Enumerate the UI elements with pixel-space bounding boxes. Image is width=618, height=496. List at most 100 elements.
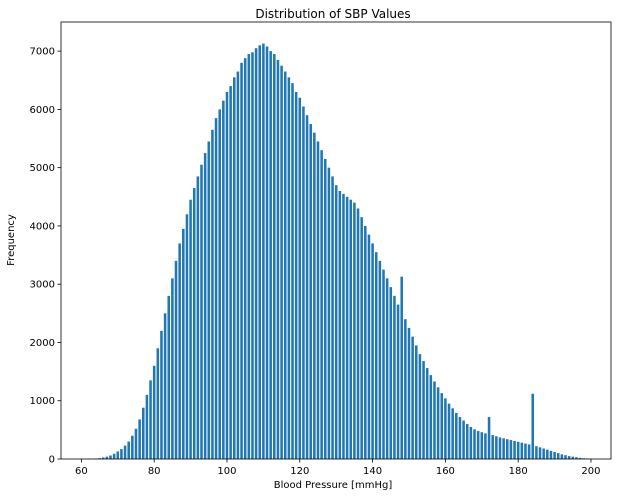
histogram-bar	[567, 456, 571, 459]
x-tick-label: 100	[217, 466, 236, 477]
histogram-bar	[451, 408, 454, 459]
histogram-bar	[469, 426, 473, 459]
histogram-bar	[116, 451, 120, 459]
histogram-bar	[476, 431, 480, 459]
histogram-bar	[542, 448, 545, 459]
histogram-bar	[218, 109, 221, 460]
histogram-bar	[327, 167, 331, 460]
histogram-bar	[98, 458, 101, 459]
histogram-bar	[251, 52, 254, 460]
x-tick-label: 160	[436, 466, 455, 477]
histogram-bar	[185, 214, 189, 459]
histogram-bar	[171, 278, 174, 459]
x-tick-label: 60	[75, 466, 88, 477]
histogram-bar	[564, 455, 567, 459]
x-tick-label: 120	[290, 466, 309, 477]
histogram-bar	[109, 455, 112, 459]
histogram-bar	[196, 176, 200, 459]
histogram-bar	[156, 348, 160, 459]
histogram-bar	[495, 436, 498, 459]
histogram-bar	[455, 412, 458, 459]
histogram-bar	[105, 456, 109, 459]
histogram-bar	[400, 276, 403, 459]
histogram-bar	[378, 260, 382, 459]
histogram-bar	[182, 228, 185, 459]
y-axis-ticks: 0 1000 2000 3000 4000 5000 6000 7000	[30, 47, 61, 466]
histogram-bar	[473, 429, 476, 459]
x-tick-label: 140	[363, 466, 382, 477]
histogram-bar	[225, 91, 229, 460]
histogram-bar	[342, 193, 345, 459]
histogram-bar	[546, 449, 549, 459]
histogram-bar	[240, 62, 243, 459]
x-tick-label: 200	[581, 466, 600, 477]
histogram-bar	[138, 419, 141, 459]
histogram-bar	[556, 453, 560, 459]
histogram-bar	[385, 278, 389, 459]
histogram-bar	[549, 450, 553, 459]
histogram-bar	[291, 83, 294, 460]
histogram-bar	[131, 435, 134, 459]
plot-frame	[60, 21, 612, 460]
chart-title: Distribution of SBP Values	[255, 7, 410, 21]
histogram-bar	[145, 394, 149, 459]
histogram-bar	[578, 457, 582, 459]
histogram-bar	[404, 319, 407, 459]
histogram-bar	[465, 424, 469, 459]
histogram-bar	[331, 176, 334, 459]
histogram-bar	[491, 435, 494, 459]
histogram-bar	[207, 141, 211, 459]
histogram-bar	[127, 441, 130, 459]
histogram-bar	[535, 446, 538, 459]
histogram-bar	[316, 141, 320, 459]
histogram-bar	[338, 190, 342, 459]
histogram-bar	[120, 449, 123, 459]
histogram-bar	[254, 48, 258, 459]
histogram-bar	[345, 196, 349, 460]
histogram-bar	[553, 452, 556, 459]
histogram-bar	[262, 43, 265, 460]
histogram-bar	[502, 438, 505, 459]
histogram-bar	[411, 336, 414, 459]
histogram-bar	[167, 295, 171, 459]
histogram-bar	[236, 71, 240, 459]
y-tick-label: 1000	[30, 396, 55, 407]
histogram-bar	[211, 129, 214, 460]
histogram-bar	[305, 115, 309, 459]
histogram-bar	[320, 150, 323, 459]
histogram-bar	[498, 437, 502, 459]
y-axis-label: Frequency	[6, 214, 17, 266]
y-tick-label: 3000	[30, 280, 55, 291]
histogram-bar	[440, 393, 444, 459]
histogram-bar	[360, 217, 363, 459]
histogram-bar	[160, 330, 163, 459]
histogram-bar	[222, 100, 225, 459]
histogram-bar	[487, 417, 491, 459]
histogram-bars	[80, 43, 593, 460]
histogram-bar	[134, 428, 138, 459]
histogram-bar	[444, 398, 447, 459]
histogram-bar	[389, 287, 393, 459]
histogram-bar	[396, 304, 400, 459]
histogram-bar	[353, 202, 356, 459]
histogram-bar	[302, 106, 305, 460]
histogram-bar	[560, 454, 564, 459]
histogram-bar	[505, 439, 509, 459]
histogram-bar	[422, 361, 425, 459]
histogram-bar	[407, 327, 411, 459]
histogram-bar	[382, 269, 385, 459]
x-axis-label: Blood Pressure [mmHg]	[274, 480, 393, 491]
y-tick-label: 5000	[30, 163, 55, 174]
histogram-bar	[575, 457, 578, 459]
histogram-bar	[280, 65, 283, 459]
histogram-bar	[294, 91, 298, 460]
histogram-bar	[287, 77, 291, 459]
histogram-bar	[152, 365, 156, 459]
y-tick-label: 6000	[30, 105, 55, 116]
histogram-bar	[374, 252, 378, 459]
histogram-bar	[265, 46, 269, 459]
histogram-bar	[273, 54, 276, 460]
histogram-bar	[243, 58, 247, 459]
histogram-bar	[513, 440, 516, 459]
